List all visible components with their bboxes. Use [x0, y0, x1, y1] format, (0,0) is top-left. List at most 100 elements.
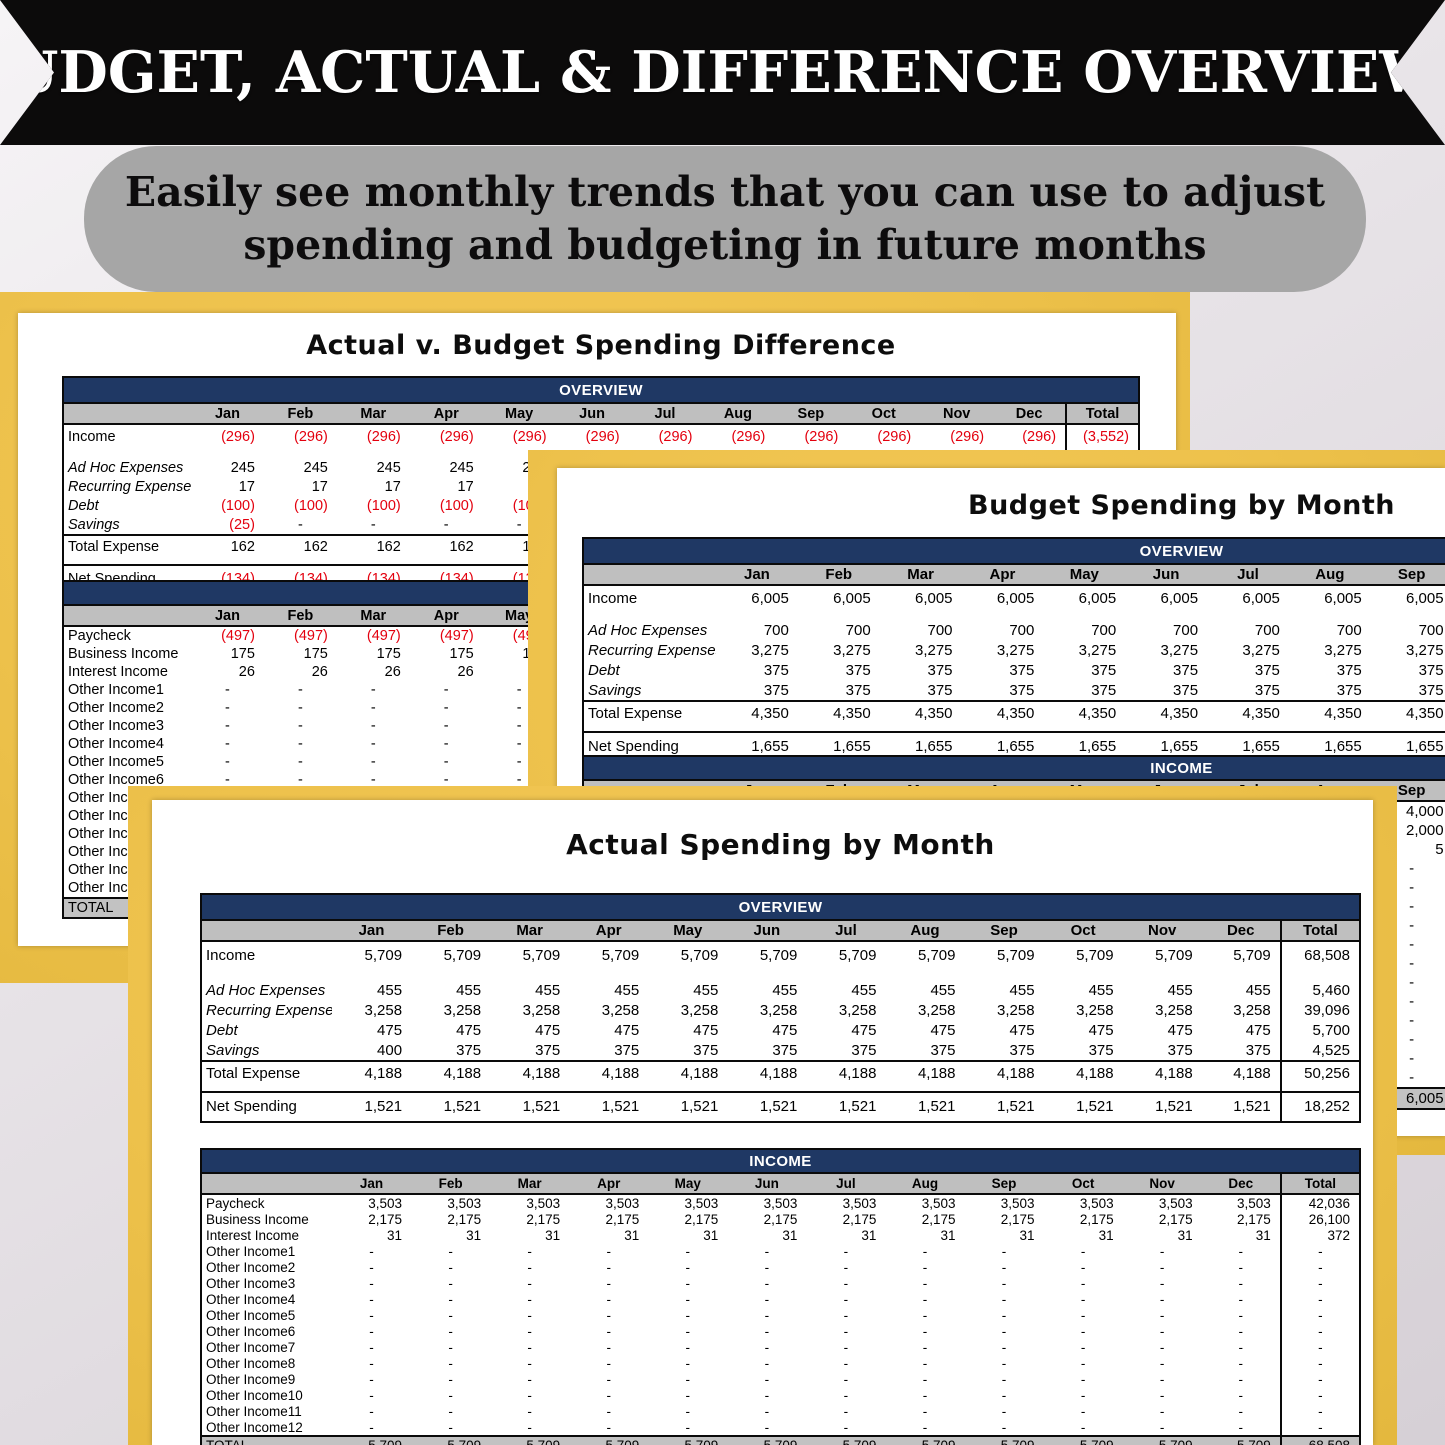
value-cell: 2,175 — [1000, 1211, 1035, 1227]
value-cell: - — [527, 1371, 532, 1387]
month-header: Jul — [1207, 563, 1289, 586]
month-header: May — [1043, 563, 1126, 586]
value-cell: 2,175 — [1079, 1211, 1114, 1227]
value-cell: - — [922, 1403, 928, 1419]
section-label: OVERVIEW — [583, 538, 1445, 564]
section-header-row: OVERVIEW — [201, 894, 1360, 920]
corner-cell — [63, 604, 191, 627]
value-cell: - — [1159, 1259, 1165, 1275]
value-cell: - — [297, 516, 303, 533]
value-cell: - — [764, 1307, 770, 1323]
value-cell: (100) — [293, 497, 328, 514]
value-cell: 5,709 — [1122, 1435, 1202, 1445]
value-cell: - — [370, 736, 376, 752]
row-label: Other Income11 — [206, 1403, 302, 1419]
table-row: Recurring Expenses 3,275 3,275 3,275 3,275 3,… — [583, 640, 1445, 660]
month-header: Mar — [336, 402, 410, 425]
value-cell: - — [225, 718, 230, 734]
value-cell: - — [1159, 1291, 1165, 1307]
value-cell: - — [1001, 1291, 1007, 1307]
value-cell: 5,709 — [838, 947, 877, 964]
value-cell: 5,709 — [806, 1435, 886, 1445]
value-cell: (296) — [439, 429, 474, 445]
value-cell: 5,709 — [759, 947, 798, 964]
value-cell: 4,188 — [1122, 1060, 1202, 1092]
value-cell: - — [369, 1259, 374, 1275]
value-cell: 4,188 — [1043, 1060, 1123, 1092]
value-cell: 1,521 — [727, 1091, 807, 1122]
value-cell: 3,275 — [1242, 641, 1280, 659]
month-header: Dec — [1201, 919, 1281, 942]
subtitle-line-1: Easily see monthly trends that you can u… — [124, 167, 1326, 216]
value-cell: - — [685, 1243, 691, 1259]
row-label: TOTAL — [201, 1435, 332, 1445]
value-cell: 245 — [449, 459, 474, 476]
corner-cell — [583, 563, 716, 586]
value-cell: 1,521 — [806, 1091, 886, 1122]
value-cell: 375 — [1091, 661, 1117, 679]
value-cell: 5,709 — [885, 1435, 965, 1445]
value-cell: (296) — [512, 429, 547, 445]
value-cell: 475 — [1245, 1021, 1271, 1039]
sheet-actual-page: Actual Spending by Month OVERVIEW Jan Feb M… — [152, 800, 1373, 1445]
table-row: Savings 400 375 375 375 375 375 375 375 375 375 375… — [201, 1040, 1360, 1061]
value-cell: 6,005 — [833, 590, 871, 607]
month-header: Jun — [555, 402, 629, 425]
value-cell: - — [606, 1259, 611, 1275]
value-cell: 375 — [1245, 1041, 1271, 1059]
value-cell: 50,256 — [1279, 1060, 1360, 1092]
value-cell: 5,709 — [1201, 1435, 1281, 1445]
value-cell: - — [1279, 1339, 1360, 1355]
value-cell: - — [606, 1291, 611, 1307]
month-header: May — [482, 402, 556, 425]
value-cell: - — [1238, 1387, 1243, 1403]
value-cell: 31 — [1019, 1227, 1035, 1243]
month-header: Sep — [774, 402, 848, 425]
value-cell: 3,275 — [996, 641, 1035, 659]
month-header: Mar — [879, 563, 962, 586]
value-cell: 5,460 — [1279, 980, 1360, 1000]
section-header-row: INCOME — [201, 1149, 1360, 1173]
value-cell: 4,350 — [1370, 700, 1445, 732]
value-cell: 375 — [1088, 1041, 1114, 1059]
month-header: Sep — [1370, 563, 1445, 586]
row-label: Total Expense — [201, 1060, 332, 1092]
value-cell: - — [369, 1387, 374, 1403]
row-label: Total Expense — [583, 700, 716, 732]
section-header-row: OVERVIEW — [63, 377, 1139, 403]
month-header: Nov — [920, 402, 994, 425]
value-cell: 700 — [845, 621, 871, 639]
row-label: Other Income5 — [68, 754, 164, 770]
value-cell: 18,252 — [1279, 1091, 1360, 1122]
value-cell: - — [1409, 898, 1415, 915]
value-cell: 4,188 — [332, 1060, 412, 1092]
value-cell: 375 — [1336, 661, 1362, 679]
value-cell: 17 — [238, 478, 255, 495]
row-label: Income — [206, 947, 256, 964]
value-cell: 3,503 — [763, 1195, 798, 1211]
month-header: Jan — [332, 1172, 412, 1195]
value-cell: 455 — [1088, 981, 1114, 999]
month-header: Mar — [490, 1172, 570, 1195]
value-cell: 4,188 — [411, 1060, 491, 1092]
row-label: Other Income1 — [68, 682, 164, 698]
value-cell: - — [297, 736, 303, 752]
value-cell: 1,521 — [964, 1091, 1044, 1122]
value-cell: - — [764, 1243, 770, 1259]
value-cell: 375 — [1009, 1041, 1035, 1059]
value-cell: 700 — [1254, 621, 1280, 639]
month-header-row: JanFebMarAprMayJunJulAugSepOctNovDecTota… — [583, 563, 1445, 586]
value-cell: - — [1238, 1291, 1243, 1307]
value-cell: - — [1080, 1403, 1086, 1419]
value-cell: - — [1279, 1307, 1360, 1323]
value-cell: - — [369, 1419, 374, 1435]
month-header: Mar — [490, 919, 570, 942]
month-header: May — [648, 1172, 728, 1195]
value-cell: - — [1238, 1275, 1243, 1291]
month-header: Nov — [1122, 919, 1202, 942]
value-cell: - — [764, 1371, 770, 1387]
value-cell: - — [297, 700, 303, 716]
value-cell: - — [922, 1307, 928, 1323]
value-cell: - — [764, 1419, 770, 1435]
